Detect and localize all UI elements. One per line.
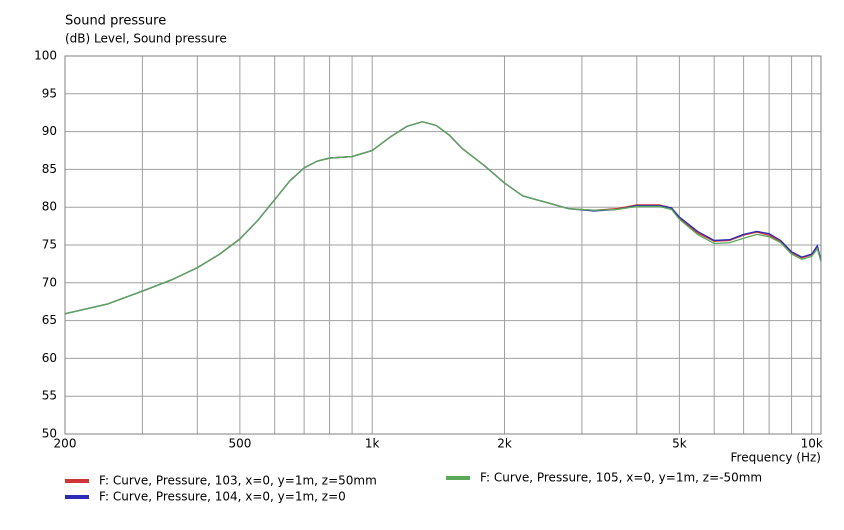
y-tick-label: 50 <box>42 427 57 441</box>
chart-title: Sound pressure <box>65 14 166 29</box>
y-tick-label: 70 <box>42 275 57 289</box>
x-tick-label: 1k <box>365 437 380 451</box>
y-tick-label: 80 <box>42 200 57 214</box>
y-tick-label: 60 <box>42 351 57 365</box>
y-tick-label: 75 <box>42 238 57 252</box>
y-axis-label: (dB) Level, Sound pressure <box>65 32 227 46</box>
legend-swatch <box>65 479 89 483</box>
y-tick-label: 65 <box>42 313 57 327</box>
series-line <box>64 121 822 315</box>
x-tick-label: 5k <box>672 437 687 451</box>
y-tick-label: 100 <box>34 49 57 63</box>
plot-frame <box>64 55 822 435</box>
x-axis-label: Frequency (Hz) <box>731 451 822 465</box>
x-tick-label: 500 <box>228 437 251 451</box>
y-tick-label: 90 <box>42 124 57 138</box>
x-tick-label: 200 <box>54 437 77 451</box>
legend-swatch <box>65 495 89 499</box>
x-tick-label: 10k <box>801 437 823 451</box>
x-tick-label: 2k <box>497 437 512 451</box>
y-tick-label: 55 <box>42 389 57 403</box>
y-tick-label: 95 <box>42 86 57 100</box>
y-tick-label: 85 <box>42 162 57 176</box>
legend-label: F: Curve, Pressure, 103, x=0, y=1m, z=50… <box>99 474 377 488</box>
series-line <box>64 121 822 315</box>
series-line <box>64 121 822 315</box>
legend-swatch <box>446 476 470 480</box>
legend-label: F: Curve, Pressure, 105, x=0, y=1m, z=-5… <box>480 471 762 485</box>
legend-label: F: Curve, Pressure, 104, x=0, y=1m, z=0 <box>99 490 346 504</box>
